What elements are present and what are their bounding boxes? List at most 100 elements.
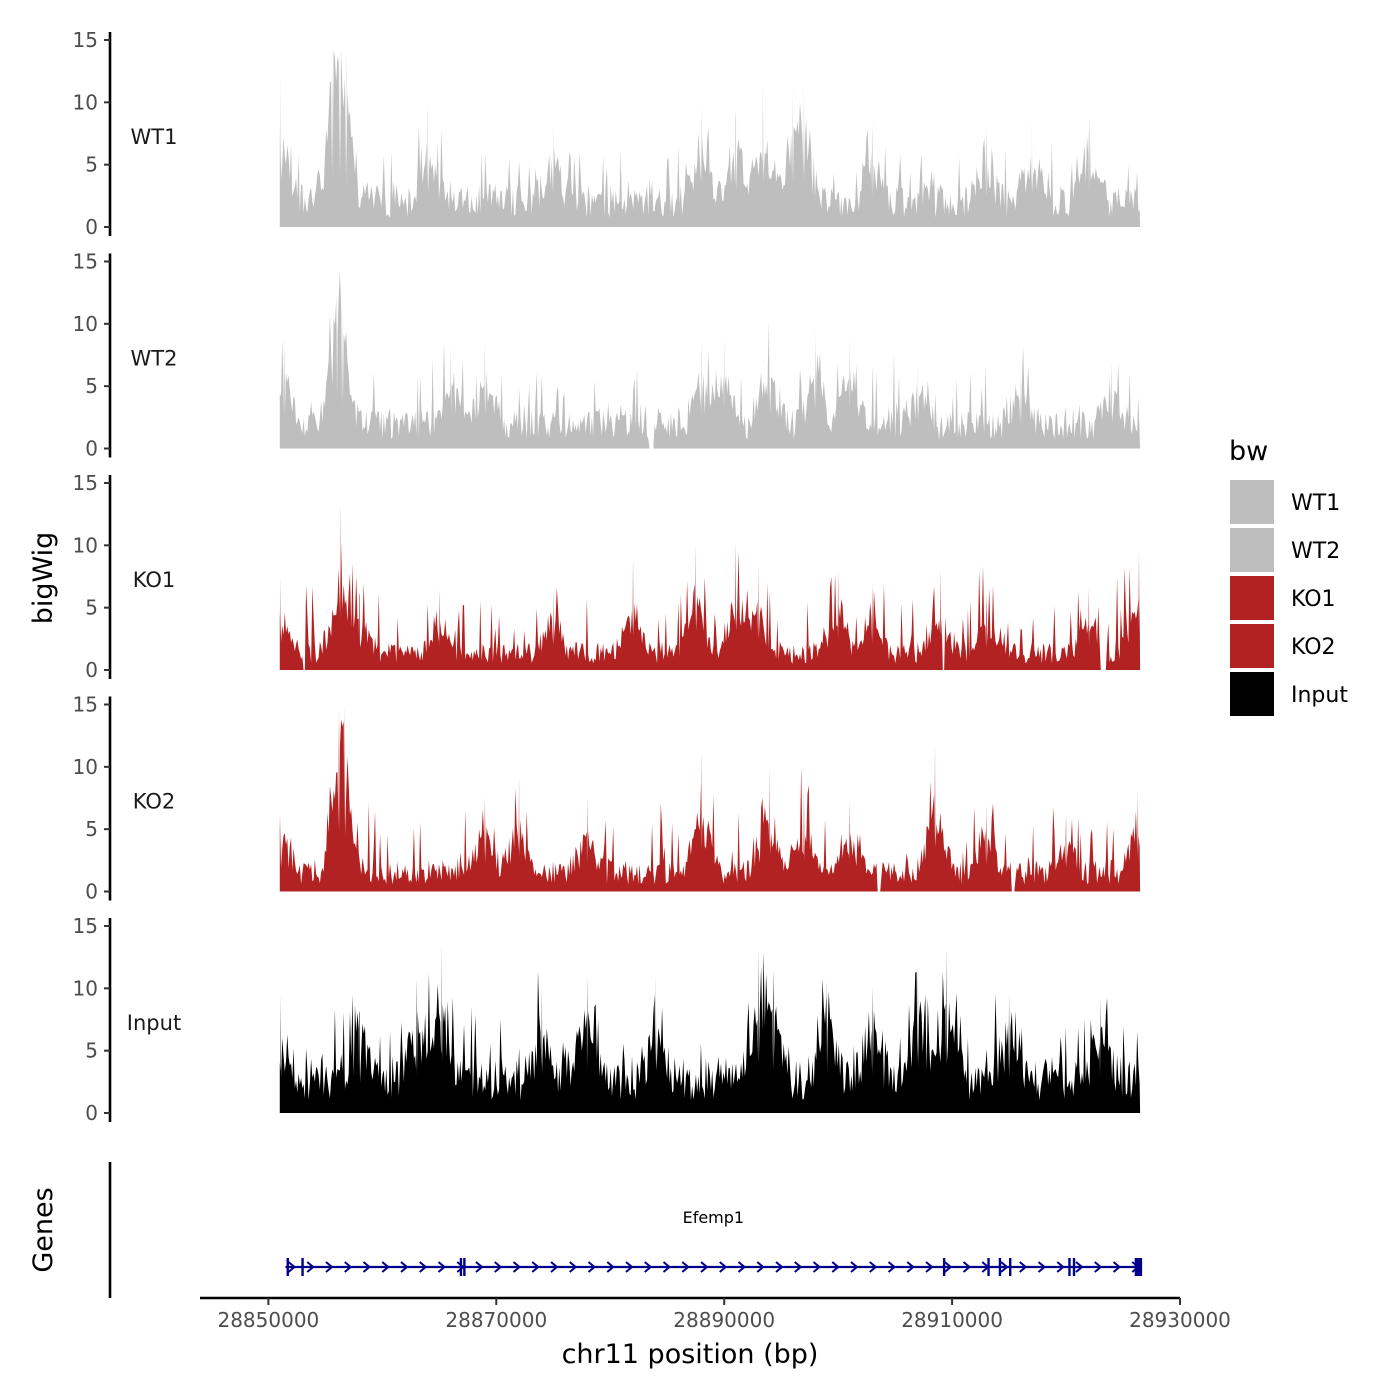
strand-arrow [437, 1261, 447, 1273]
legend-label-ko1: KO1 [1291, 587, 1336, 612]
y-tick-label: 5 [85, 817, 98, 841]
track-input: 0 5 10 15 Input [73, 914, 1141, 1125]
y-tick-label: 10 [73, 90, 98, 114]
coverage-tracks: 0 5 10 15 WT1 0 5 10 15 WT2 0 5 10 15 KO1 0 5 10 15 KO2 0 5 10… [73, 28, 1141, 1125]
y-tick-label: 5 [85, 1039, 98, 1063]
track-label-input: Input [127, 1011, 181, 1035]
exon [998, 1258, 1002, 1276]
y-tick-label: 10 [73, 976, 98, 1000]
strand-arrow [887, 1261, 897, 1273]
x-axis: 28850000 28870000 28890000 28910000 28930000 [200, 1296, 1231, 1332]
track-wt2: 0 5 10 15 WT2 [73, 250, 1141, 461]
y-tick-label: 15 [73, 471, 98, 495]
track-label-wt1: WT1 [131, 125, 178, 149]
exon [1068, 1258, 1071, 1276]
strand-arrow [831, 1261, 840, 1273]
y-tick-label: 0 [85, 880, 98, 904]
strand-arrow [494, 1261, 503, 1273]
y-tick-label: 15 [73, 914, 98, 938]
x-axis-title: chr11 position (bp) [562, 1339, 819, 1370]
exon [286, 1258, 289, 1276]
strand-arrow [587, 1261, 597, 1273]
x-tick-label: 28910000 [901, 1308, 1003, 1332]
y-tick-label: 0 [85, 1101, 98, 1125]
y-tick-label: 10 [73, 533, 98, 557]
strand-arrow [625, 1261, 634, 1273]
track-ko1: 0 5 10 15 KO1 [73, 471, 1141, 682]
strand-arrow [550, 1261, 559, 1273]
legend-label-input: Input [1291, 683, 1348, 708]
strand-arrow [569, 1261, 578, 1273]
y-tick-label: 0 [85, 437, 98, 461]
y-tick-label: 5 [85, 596, 98, 620]
strand-arrow [662, 1261, 672, 1273]
strand-arrow [944, 1261, 953, 1273]
strand-arrow [1019, 1261, 1028, 1273]
x-tick-label: 28930000 [1129, 1308, 1231, 1332]
coverage-area-ko2 [279, 705, 1141, 892]
legend-key-input [1230, 672, 1274, 716]
strand-arrow [531, 1261, 540, 1273]
track-label-wt2: WT2 [131, 347, 178, 371]
strand-arrow [1037, 1261, 1047, 1273]
coverage-area-ko1 [279, 501, 1141, 670]
legend-title: bw [1229, 436, 1268, 467]
strand-arrow [756, 1261, 765, 1273]
y-tick-label: 10 [73, 755, 98, 779]
y-tick-label: 15 [73, 28, 98, 52]
strand-arrow [681, 1261, 690, 1273]
y-tick-label: 5 [85, 374, 98, 398]
exon [1138, 1258, 1143, 1276]
legend-key-ko1 [1230, 576, 1274, 620]
exon [301, 1258, 304, 1276]
strand-arrow [306, 1261, 315, 1273]
y-tick-label: 5 [85, 153, 98, 177]
track-wt1: 0 5 10 15 WT1 [73, 28, 1141, 239]
legend-key-ko2 [1230, 624, 1274, 668]
legend: bw WT1 WT2 KO1 KO2 Input [1229, 436, 1348, 716]
strand-arrow [850, 1261, 859, 1273]
coverage-area-wt1 [279, 49, 1141, 227]
exon [1072, 1258, 1076, 1276]
y-tick-label: 0 [85, 658, 98, 682]
strand-arrow [362, 1261, 372, 1273]
legend-key-wt2 [1230, 528, 1274, 572]
strand-arrow [644, 1261, 653, 1273]
track-label-ko2: KO2 [133, 790, 176, 814]
strand-arrow [1112, 1261, 1122, 1273]
strand-arrow [344, 1261, 353, 1273]
x-tick-label: 28850000 [217, 1308, 319, 1332]
y-axis-title-bigwig: bigWig [28, 532, 59, 625]
strand-arrow [287, 1261, 297, 1273]
strand-arrow [812, 1261, 822, 1273]
gene-track: Efemp1 [108, 1162, 1143, 1298]
strand-arrow [1094, 1261, 1103, 1273]
legend-label-wt2: WT2 [1291, 539, 1340, 564]
track-ko2: 0 5 10 15 KO2 [73, 693, 1141, 904]
legend-label-wt1: WT1 [1291, 491, 1340, 516]
legend-key-wt1 [1230, 480, 1274, 524]
strand-arrow [381, 1261, 390, 1273]
strand-arrow [906, 1261, 915, 1273]
strand-arrow [325, 1261, 334, 1273]
strand-arrow [962, 1261, 972, 1273]
y-tick-label: 10 [73, 312, 98, 336]
strand-arrow [869, 1261, 878, 1273]
strand-arrow [700, 1261, 709, 1273]
coverage-area-input [279, 943, 1141, 1113]
strand-arrow [475, 1261, 484, 1273]
strand-arrow [419, 1261, 428, 1273]
y-axis-title-genes: Genes [28, 1187, 59, 1272]
exon [459, 1258, 463, 1276]
strand-arrow [719, 1261, 728, 1273]
gene-label: Efemp1 [683, 1208, 745, 1227]
exon [1134, 1258, 1139, 1276]
exon [463, 1258, 466, 1276]
strand-arrow [1075, 1261, 1084, 1273]
strand-arrow [1056, 1261, 1065, 1273]
strand-arrow [606, 1261, 615, 1273]
y-tick-label: 0 [85, 215, 98, 239]
exon [987, 1258, 990, 1276]
strand-arrow [400, 1261, 409, 1273]
y-tick-label: 15 [73, 693, 98, 717]
